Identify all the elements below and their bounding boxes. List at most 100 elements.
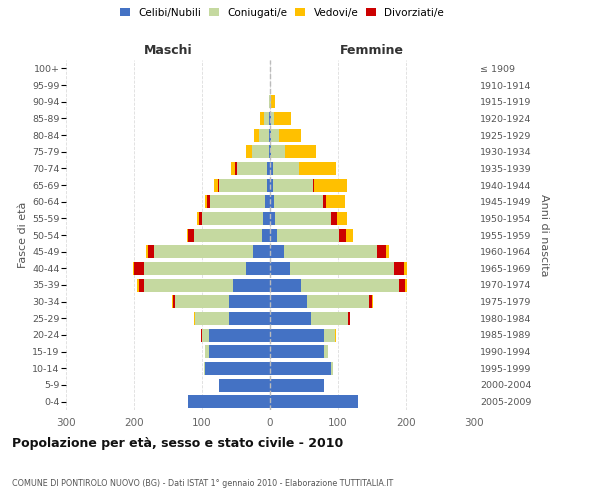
- Bar: [205, 195, 207, 208]
- Bar: [246, 262, 270, 275]
- Bar: [172, 295, 173, 308]
- Bar: [270, 212, 275, 225]
- Y-axis label: Fasce di età: Fasce di età: [18, 202, 28, 268]
- Bar: [271, 145, 285, 158]
- Bar: [270, 162, 273, 175]
- Bar: [270, 378, 325, 392]
- Text: Popolazione per età, sesso e stato civile - 2010: Popolazione per età, sesso e stato civil…: [12, 437, 343, 450]
- Bar: [326, 195, 346, 208]
- Bar: [219, 378, 270, 392]
- Bar: [271, 112, 274, 125]
- Bar: [323, 195, 326, 208]
- Bar: [173, 295, 175, 308]
- Bar: [205, 345, 209, 358]
- Bar: [263, 212, 270, 225]
- Bar: [236, 162, 267, 175]
- Bar: [269, 128, 270, 141]
- Bar: [372, 295, 373, 308]
- Bar: [307, 295, 368, 308]
- Bar: [270, 362, 331, 375]
- Bar: [279, 128, 301, 141]
- Bar: [202, 328, 209, 342]
- Bar: [270, 112, 271, 125]
- Bar: [346, 228, 353, 241]
- Bar: [270, 95, 271, 108]
- Text: Maschi: Maschi: [143, 44, 193, 57]
- Bar: [270, 145, 271, 158]
- Bar: [399, 278, 404, 291]
- Bar: [311, 312, 348, 325]
- Bar: [270, 195, 274, 208]
- Bar: [269, 112, 270, 125]
- Bar: [251, 145, 269, 158]
- Bar: [290, 262, 394, 275]
- Bar: [195, 312, 229, 325]
- Bar: [265, 195, 270, 208]
- Bar: [214, 178, 218, 192]
- Bar: [194, 312, 195, 325]
- Bar: [386, 245, 389, 258]
- Bar: [368, 295, 372, 308]
- Bar: [144, 262, 246, 275]
- Legend: Celibi/Nubili, Coniugati/e, Vedovi/e, Divorziati/e: Celibi/Nubili, Coniugati/e, Vedovi/e, Di…: [120, 8, 444, 18]
- Bar: [270, 328, 325, 342]
- Bar: [270, 128, 271, 141]
- Text: Femmine: Femmine: [340, 44, 404, 57]
- Bar: [229, 295, 270, 308]
- Bar: [133, 262, 134, 275]
- Bar: [269, 145, 270, 158]
- Bar: [394, 262, 404, 275]
- Bar: [270, 395, 358, 408]
- Bar: [270, 228, 277, 241]
- Bar: [285, 145, 316, 158]
- Bar: [404, 278, 407, 291]
- Bar: [340, 228, 346, 241]
- Bar: [146, 245, 148, 258]
- Bar: [270, 278, 301, 291]
- Bar: [331, 362, 332, 375]
- Bar: [274, 112, 291, 125]
- Bar: [260, 112, 264, 125]
- Bar: [207, 195, 210, 208]
- Bar: [377, 245, 386, 258]
- Bar: [274, 178, 313, 192]
- Bar: [313, 178, 314, 192]
- Bar: [277, 228, 340, 241]
- Bar: [269, 95, 270, 108]
- Bar: [209, 345, 270, 358]
- Bar: [194, 228, 262, 241]
- Bar: [199, 212, 202, 225]
- Bar: [404, 262, 407, 275]
- Bar: [271, 128, 279, 141]
- Bar: [188, 228, 194, 241]
- Bar: [270, 295, 307, 308]
- Bar: [325, 345, 328, 358]
- Bar: [270, 178, 274, 192]
- Bar: [253, 245, 270, 258]
- Bar: [337, 212, 347, 225]
- Bar: [148, 245, 154, 258]
- Bar: [299, 162, 336, 175]
- Bar: [270, 345, 325, 358]
- Bar: [270, 245, 284, 258]
- Bar: [267, 162, 270, 175]
- Bar: [139, 278, 144, 291]
- Bar: [219, 178, 266, 192]
- Bar: [218, 178, 219, 192]
- Bar: [270, 312, 311, 325]
- Bar: [284, 245, 377, 258]
- Bar: [301, 278, 399, 291]
- Bar: [204, 362, 205, 375]
- Text: COMUNE DI PONTIROLO NUOVO (BG) - Dati ISTAT 1° gennaio 2010 - Elaborazione TUTTI: COMUNE DI PONTIROLO NUOVO (BG) - Dati IS…: [12, 478, 393, 488]
- Bar: [202, 212, 263, 225]
- Bar: [175, 295, 229, 308]
- Bar: [314, 178, 347, 192]
- Bar: [229, 312, 270, 325]
- Bar: [335, 328, 336, 342]
- Bar: [200, 328, 202, 342]
- Bar: [262, 228, 270, 241]
- Bar: [187, 228, 188, 241]
- Bar: [209, 328, 270, 342]
- Bar: [188, 395, 270, 408]
- Y-axis label: Anni di nascita: Anni di nascita: [539, 194, 549, 276]
